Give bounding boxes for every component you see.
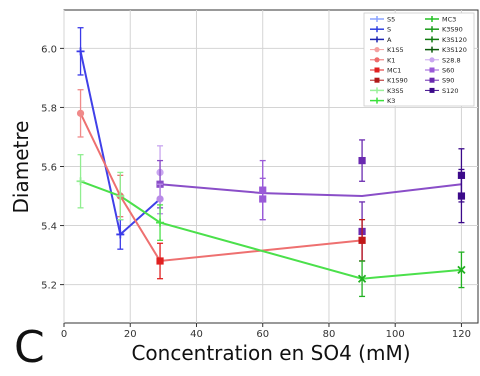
legend-label: MC3: [442, 16, 456, 24]
legend-marker: [374, 77, 380, 83]
legend-label: S5: [387, 16, 395, 24]
legend-marker: [429, 87, 435, 93]
legend-label: K1: [387, 56, 395, 64]
data-point: [116, 230, 125, 239]
legend-marker: [374, 47, 380, 53]
data-point: [457, 192, 466, 200]
legend-label: S28.8: [442, 56, 461, 64]
data-point: [457, 265, 466, 274]
y-tick-label: 5.8: [41, 103, 57, 114]
x-tick-label: 80: [323, 329, 336, 340]
legend-label: K3S5: [387, 87, 404, 95]
data-point: [259, 195, 267, 203]
series-line: [159, 183, 462, 198]
legend-marker: [429, 57, 435, 63]
legend-label: K3S90: [442, 26, 463, 34]
x-axis-label: Concentration en SO4 (mM): [131, 341, 410, 365]
data-point: [156, 257, 164, 265]
panel-letter: C: [14, 322, 45, 373]
data-point: [76, 109, 85, 117]
legend-label: A: [387, 36, 392, 44]
x-tick-label: 20: [124, 329, 137, 340]
legend-label: S90: [442, 77, 454, 85]
y-tick-label: 6.0: [41, 44, 57, 55]
data-point: [358, 156, 366, 165]
legend-label: K1S90: [387, 77, 408, 85]
data-point: [76, 177, 85, 186]
data-point: [156, 218, 165, 227]
legend-label: K3S120: [442, 46, 467, 54]
legend-marker: [374, 57, 380, 63]
data-points: [76, 27, 466, 298]
x-tick-label: 0: [61, 329, 67, 340]
legend-marker: [429, 67, 435, 73]
y-tick-label: 5.6: [41, 163, 57, 174]
x-tick-label: 100: [386, 329, 405, 340]
data-point: [156, 195, 164, 203]
y-tick-label: 5.2: [41, 281, 57, 292]
legend-label: MC1: [387, 67, 401, 75]
legend-marker: [429, 77, 435, 83]
data-point: [76, 47, 85, 56]
legend-label: K3S120: [442, 36, 467, 44]
legend-label: K1S5: [387, 46, 404, 54]
legend: S5 SA K1S5 K1 MC1 K1S90 K3S5 K3 MC3 K3S90 K3S120 K3…: [363, 12, 475, 107]
y-axis-label: Diametre: [9, 121, 33, 214]
data-point: [116, 192, 125, 201]
data-point: [357, 274, 367, 283]
legend-label: S: [387, 26, 391, 34]
axis-ticks: 0 20 40 60 80 100 120 5.2 5.4 5.6 5.8 6.0: [41, 44, 471, 340]
x-tick-label: 120: [452, 329, 471, 340]
legend-label: S120: [442, 87, 459, 95]
legend-label: S60: [442, 67, 454, 75]
x-tick-label: 40: [190, 329, 203, 340]
y-tick-label: 5.4: [41, 222, 57, 233]
legend-marker: [374, 67, 380, 73]
legend-label: K3: [387, 97, 395, 105]
data-point: [358, 236, 366, 244]
x-tick-label: 60: [256, 329, 269, 340]
